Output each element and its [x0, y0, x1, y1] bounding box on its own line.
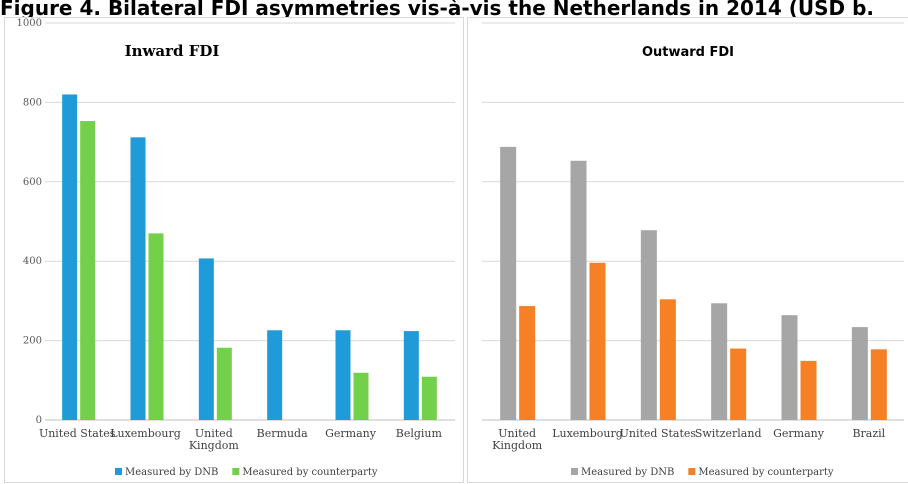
bar-measured-by-dnb-united-kingdom [500, 146, 517, 420]
legend-swatch-measured-by-counterparty [688, 468, 696, 475]
legend-label-measured-by-counterparty: Measured by counterparty [242, 467, 378, 478]
bar-measured-by-counterparty-luxembourg [589, 262, 606, 420]
legend-swatch-measured-by-dnb [115, 468, 122, 475]
bar-measured-by-counterparty-germany [353, 372, 369, 420]
bar-measured-by-dnb-united-kingdom [198, 258, 214, 420]
inward-fdi-plot: 0 200 400 600 800 1000 Inward FDI United States… [17, 18, 455, 478]
y-tick-label: 0 [36, 415, 42, 426]
bar-measured-by-dnb-germany [335, 330, 351, 420]
y-tick-label: 600 [23, 177, 42, 188]
bar-measured-by-counterparty-united-kingdom [216, 347, 232, 420]
bar-measured-by-counterparty-brazil [870, 349, 887, 420]
bar-measured-by-counterparty-united-kingdom [519, 306, 536, 420]
x-tick-label: United States [620, 427, 697, 440]
legend-swatch-measured-by-dnb [571, 468, 578, 475]
legend-swatch-measured-by-counterparty [232, 468, 240, 475]
inward-fdi-chart: 0 200 400 600 800 1000 Inward FDI United States… [4, 17, 464, 483]
bar-measured-by-dnb-united-states [62, 94, 78, 421]
outward-fdi-plot: Outward FDI United Kingdom LuxembourgUnited… [482, 22, 904, 478]
bar-measured-by-dnb-switzerland [711, 303, 728, 420]
x-tick-label: Germany [773, 427, 825, 440]
legend-label-measured-by-counterparty: Measured by counterparty [698, 467, 834, 478]
x-tick-label: United States [39, 427, 116, 440]
bar-measured-by-counterparty-luxembourg [148, 233, 164, 420]
x-tick-label: Bermuda [257, 427, 308, 440]
x-tick-label: United Kingdom [492, 427, 543, 452]
bar-measured-by-counterparty-united-states [659, 299, 676, 420]
bar-measured-by-dnb-germany [781, 315, 798, 420]
bar-measured-by-dnb-united-states [640, 230, 657, 420]
y-tick-label: 800 [23, 97, 42, 108]
y-tick-label: 1000 [17, 18, 42, 29]
x-tick-label: Germany [325, 427, 377, 440]
bar-measured-by-counterparty-switzerland [730, 348, 747, 420]
bar-measured-by-dnb-belgium [403, 331, 419, 420]
x-tick-label: Luxembourg [110, 427, 181, 440]
x-tick-label: Luxembourg [552, 427, 623, 440]
figure-title: Figure 4. Bilateral FDI asymmetries vis-… [0, 0, 874, 20]
x-tick-label: Switzerland [695, 427, 762, 440]
bar-measured-by-dnb-brazil [851, 327, 868, 420]
bar-measured-by-dnb-luxembourg [130, 137, 146, 420]
x-tick-label: Belgium [396, 427, 443, 440]
bar-measured-by-counterparty-germany [800, 360, 817, 420]
chart-title: Outward FDI [642, 45, 734, 60]
x-tick-label: Brazil [852, 427, 885, 440]
legend-label-measured-by-dnb: Measured by DNB [125, 467, 218, 478]
x-tick-label: United Kingdom [189, 427, 240, 452]
y-tick-label: 400 [23, 256, 42, 267]
y-tick-label: 200 [23, 336, 42, 347]
outward-fdi-chart: Outward FDI United Kingdom Luxembourg United… [467, 17, 908, 483]
legend-label-measured-by-dnb: Measured by DNB [581, 467, 674, 478]
bar-measured-by-dnb-bermuda [267, 330, 283, 420]
bar-measured-by-counterparty-belgium [421, 376, 437, 420]
bar-measured-by-counterparty-united-states [80, 121, 96, 421]
bar-measured-by-dnb-luxembourg [570, 160, 587, 420]
chart-title: Inward FDI [125, 42, 220, 60]
